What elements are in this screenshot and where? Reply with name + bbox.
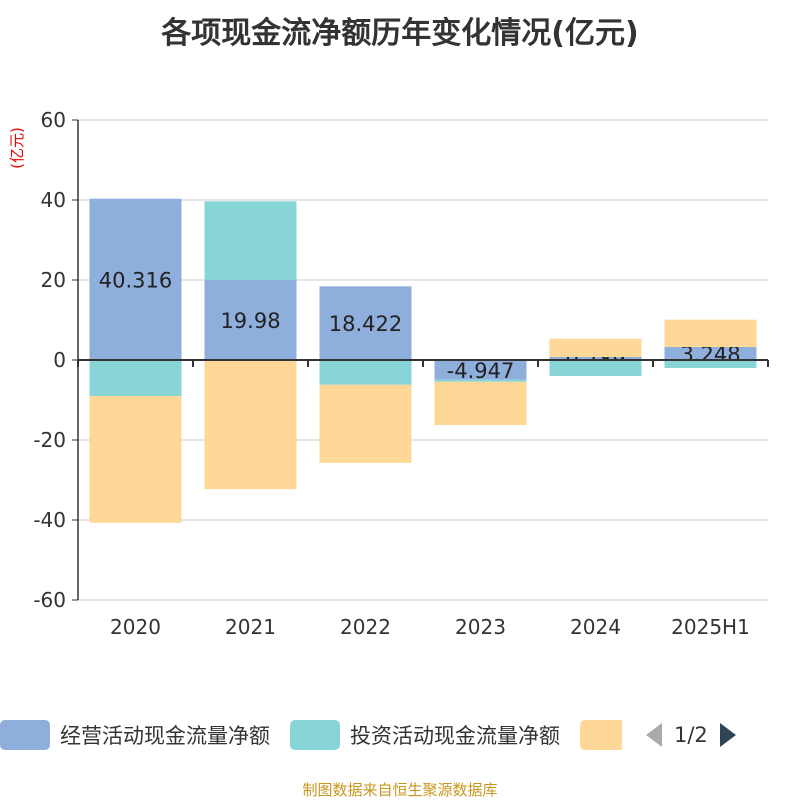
data-label: -4.947 [447, 359, 515, 383]
bar-3 [89, 396, 182, 523]
x-tick-label: 2025H1 [671, 615, 750, 639]
bar-1 [434, 360, 527, 380]
data-label: 19.98 [220, 309, 280, 333]
x-tick-label: 2023 [455, 615, 506, 639]
bar-1 [89, 198, 182, 360]
data-label: 40.316 [99, 268, 172, 292]
y-tick-label: -20 [33, 428, 66, 452]
legend-item-operating[interactable]: 经营活动现金流量净额 [0, 720, 270, 750]
y-axis-label: (亿元) [8, 127, 26, 169]
x-tick-label: 2020 [110, 615, 161, 639]
bar-3 [204, 360, 297, 490]
y-tick-label: 60 [41, 108, 66, 132]
x-tick-label: 2022 [340, 615, 391, 639]
bar-3-overlay [664, 319, 757, 348]
bar-3 [434, 381, 527, 425]
legend-item-investing[interactable]: 投资活动现金流量净额 [290, 720, 560, 750]
legend: 经营活动现金流量净额 投资活动现金流量净额 1/2 [0, 718, 738, 752]
bar-1 [204, 280, 297, 360]
legend-item-third[interactable] [580, 720, 622, 750]
y-tick-label: -40 [33, 508, 66, 532]
legend-swatch [290, 720, 340, 750]
bar-1 [319, 286, 412, 360]
chart-title: 各项现金流净额历年变化情况(亿元) [161, 16, 639, 51]
chart-plot: -60 -40 -20 0 20 40 60 (亿元) 40.316 2020 19.98 2021 1… [8, 108, 769, 639]
legend-page-indicator: 1/2 [674, 723, 708, 747]
bar-1 [549, 356, 642, 360]
data-source: 制图数据来自恒生聚源数据库 [302, 781, 498, 799]
data-label: 18.422 [329, 312, 402, 336]
legend-label: 经营活动现金流量净额 [60, 724, 270, 748]
triangle-right-icon[interactable] [718, 721, 738, 749]
bar-2 [204, 201, 297, 281]
bar-2 [319, 360, 412, 385]
bar-3 [319, 384, 412, 463]
y-tick-label: 40 [41, 188, 66, 212]
legend-swatch [580, 720, 622, 750]
bar-2 [434, 379, 527, 382]
triangle-left-icon[interactable] [644, 721, 664, 749]
bar-3-overlay [549, 338, 642, 357]
legend-label: 投资活动现金流量净额 [350, 724, 560, 748]
y-tick-label: 0 [53, 348, 66, 372]
x-tick-label: 2021 [225, 615, 276, 639]
bar-2 [549, 360, 642, 376]
x-tick-label: 2024 [570, 615, 621, 639]
y-tick-label: -60 [33, 588, 66, 612]
bar-1 [664, 347, 757, 360]
bar-2 [664, 360, 757, 368]
legend-swatch [0, 720, 50, 750]
bar-2 [89, 360, 182, 396]
y-tick-label: 20 [41, 268, 66, 292]
